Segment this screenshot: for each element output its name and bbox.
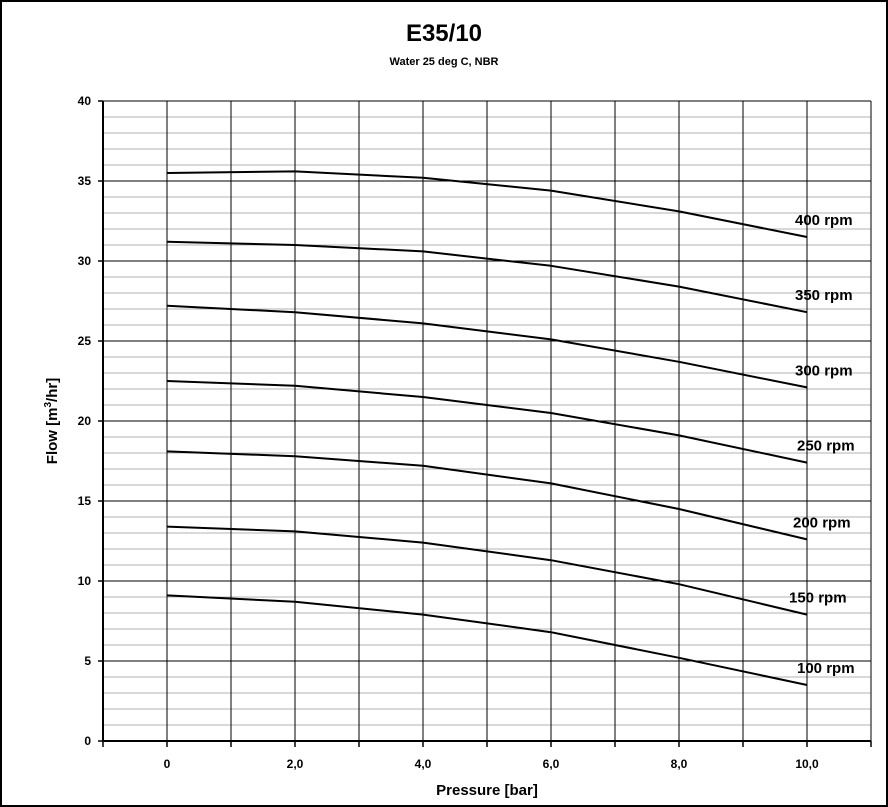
y-tick-label: 5 — [84, 654, 91, 668]
y-axis-label-superscript: 3 — [43, 402, 54, 408]
series-label: 200 rpm — [793, 514, 851, 531]
series-line — [166, 380, 808, 464]
y-tick-label: 0 — [84, 734, 91, 748]
series-line — [166, 450, 808, 541]
y-tick-label: 25 — [78, 334, 92, 348]
x-tick-label: 2,0 — [287, 757, 304, 771]
y-axis-label-main: Flow [m — [44, 408, 61, 465]
x-tick-label: 6,0 — [543, 757, 560, 771]
x-axis-label: Pressure [bar] — [436, 782, 538, 799]
series-line — [166, 594, 808, 686]
y-tick-label: 15 — [78, 494, 92, 508]
series-label: 100 rpm — [797, 660, 855, 677]
series-line — [166, 170, 808, 238]
x-tick-label: 10,0 — [795, 757, 819, 771]
series-label: 300 rpm — [795, 362, 853, 379]
series-line — [166, 525, 808, 616]
y-tick-label: 30 — [78, 254, 92, 268]
y-tick-label: 10 — [78, 574, 92, 588]
series-labels: 400 rpm 350 rpm 300 rpm 250 rpm 200 rpm 150 r… — [789, 212, 855, 677]
series-label: 250 rpm — [797, 438, 855, 455]
x-tick-label: 4,0 — [415, 757, 432, 771]
series-line — [166, 304, 808, 389]
y-tick-labels: 0 5 10 15 20 25 30 35 40 — [78, 94, 92, 748]
y-axis-label-end: /hr] — [44, 378, 61, 402]
y-axis-label: Flow [m3/hr] — [43, 378, 61, 464]
series-line — [166, 240, 808, 314]
y-tick-label: 35 — [78, 174, 92, 188]
major-gridlines — [103, 100, 872, 741]
x-tick-label: 0 — [164, 757, 171, 771]
series-label: 400 rpm — [795, 212, 853, 229]
chart-subtitle: Water 25 deg C, NBR — [389, 56, 498, 68]
x-tick-labels: 0 2,0 4,0 6,0 8,0 10,0 — [164, 757, 819, 771]
y-tick-label: 40 — [78, 94, 92, 108]
y-tick-label: 20 — [78, 414, 92, 428]
series-label: 350 rpm — [795, 287, 853, 304]
series-label: 150 rpm — [789, 590, 847, 607]
series-lines — [166, 170, 808, 686]
tick-marks — [98, 100, 872, 747]
x-tick-label: 8,0 — [671, 757, 688, 771]
chart-title: E35/10 — [406, 20, 482, 47]
